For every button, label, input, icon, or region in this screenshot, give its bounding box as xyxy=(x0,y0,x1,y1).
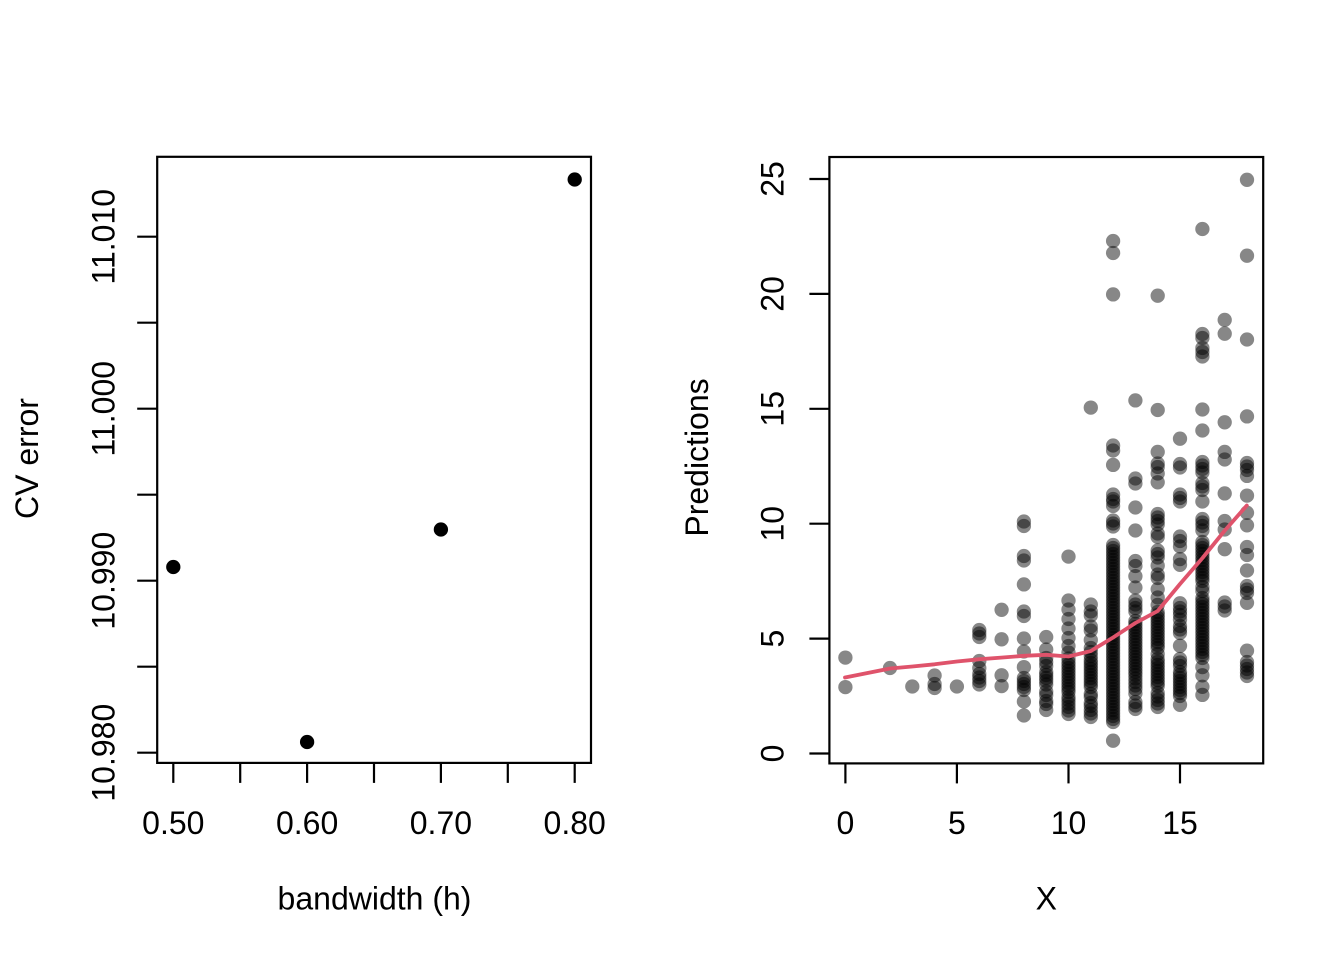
svg-text:15: 15 xyxy=(1162,805,1198,841)
svg-text:10.990: 10.990 xyxy=(86,532,122,630)
svg-text:0.50: 0.50 xyxy=(142,805,204,841)
svg-text:CV error: CV error xyxy=(9,398,45,519)
svg-text:0: 0 xyxy=(755,745,791,763)
svg-text:11.000: 11.000 xyxy=(86,361,122,457)
svg-text:20: 20 xyxy=(755,276,791,312)
svg-text:X: X xyxy=(1036,881,1057,917)
svg-text:10: 10 xyxy=(1051,805,1087,841)
svg-text:0.70: 0.70 xyxy=(410,805,472,841)
svg-text:15: 15 xyxy=(755,391,791,427)
svg-text:0.80: 0.80 xyxy=(544,805,606,841)
svg-text:10.980: 10.980 xyxy=(86,704,122,802)
svg-text:25: 25 xyxy=(755,161,791,197)
svg-text:11.010: 11.010 xyxy=(86,189,122,285)
svg-text:bandwidth (h): bandwidth (h) xyxy=(278,881,472,917)
svg-text:Predictions: Predictions xyxy=(679,378,715,536)
svg-text:0.60: 0.60 xyxy=(276,805,338,841)
svg-text:0: 0 xyxy=(837,805,855,841)
svg-text:5: 5 xyxy=(755,630,791,648)
svg-text:10: 10 xyxy=(755,506,791,542)
svg-text:5: 5 xyxy=(948,805,966,841)
